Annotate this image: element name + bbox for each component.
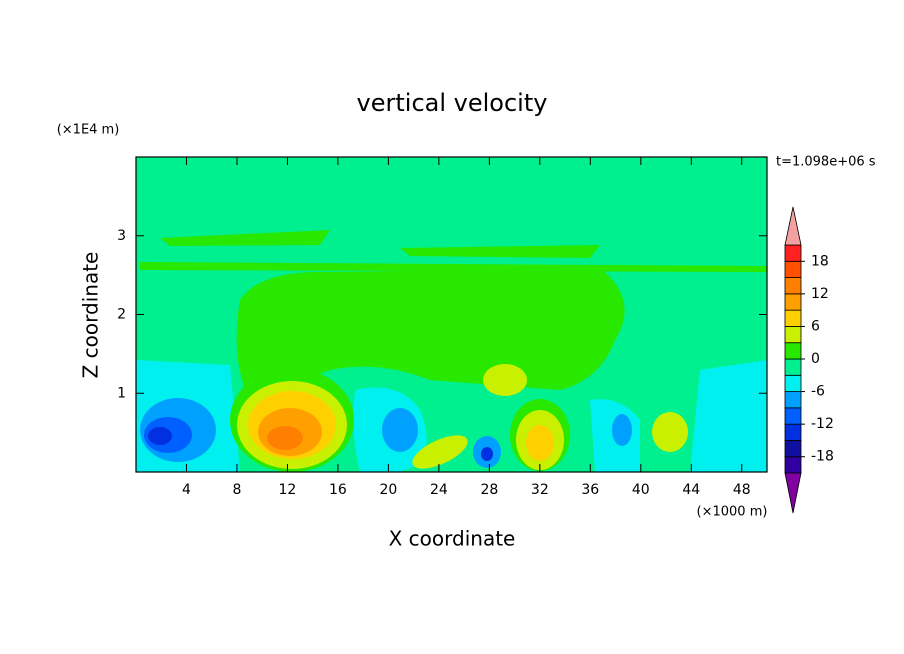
colorbar-box [784, 374, 802, 392]
field-region [382, 408, 418, 452]
chart-title: vertical velocity [357, 89, 548, 117]
field-region [690, 360, 767, 472]
colorbar-over [784, 206, 802, 246]
x-tick-label: 28 [480, 482, 498, 498]
y-unit-label: (×1E4 m) [57, 123, 120, 138]
colorbar-box [784, 342, 802, 360]
colorbar-box [784, 358, 802, 376]
x-tick-label: 16 [329, 482, 347, 498]
y-tick-label: 3 [117, 228, 126, 244]
x-tick-label: 20 [379, 482, 397, 498]
colorbar-tick-label: 6 [811, 318, 820, 334]
x-tick-label: 4 [182, 482, 191, 498]
x-tick-label: 8 [232, 482, 241, 498]
colorbar-box [784, 391, 802, 409]
field-region [481, 447, 493, 461]
time-label: t=1.098e+06 s [776, 155, 876, 170]
x-tick-label: 24 [430, 482, 448, 498]
colorbar-box [784, 423, 802, 441]
colorbar-box [784, 456, 802, 474]
colorbar-box [784, 309, 802, 327]
colorbar-under [784, 472, 802, 514]
colorbar-box [784, 440, 802, 458]
x-tick-label: 40 [632, 482, 650, 498]
field-region [526, 425, 554, 461]
x-tick-label: 36 [581, 482, 599, 498]
colorbar-box [784, 293, 802, 311]
y-tick-label: 2 [117, 307, 126, 323]
y-axis-title: Z coordinate [79, 252, 103, 379]
field-region [412, 435, 468, 469]
colorbar-tick-label: 18 [811, 253, 829, 269]
colorbar-tick-label: -18 [811, 449, 834, 465]
field-region [140, 230, 767, 272]
field-region [236, 268, 625, 400]
colorbar-box [784, 277, 802, 295]
x-unit-label: (×1000 m) [697, 505, 768, 520]
field-region [267, 426, 303, 450]
colorbar-box [784, 326, 802, 344]
colorbar-tick-label: 0 [811, 351, 820, 367]
x-tick-label: 44 [682, 482, 700, 498]
x-axis-title: X coordinate [389, 527, 516, 551]
x-tick-label: 48 [733, 482, 751, 498]
colorbar-box [784, 260, 802, 278]
field-region [652, 412, 688, 452]
colorbar-tick-label: -6 [811, 384, 825, 400]
x-tick-label: 12 [279, 482, 297, 498]
field-region [612, 414, 632, 446]
colorbar-box [784, 407, 802, 425]
field-region [148, 427, 172, 445]
colorbar-tick-label: -12 [811, 416, 834, 432]
contour-field [136, 157, 767, 472]
x-tick-label: 32 [531, 482, 549, 498]
field-region [483, 364, 527, 396]
colorbar-box [784, 244, 802, 262]
y-tick-label: 1 [117, 385, 126, 401]
colorbar-tick-label: 12 [811, 286, 829, 302]
